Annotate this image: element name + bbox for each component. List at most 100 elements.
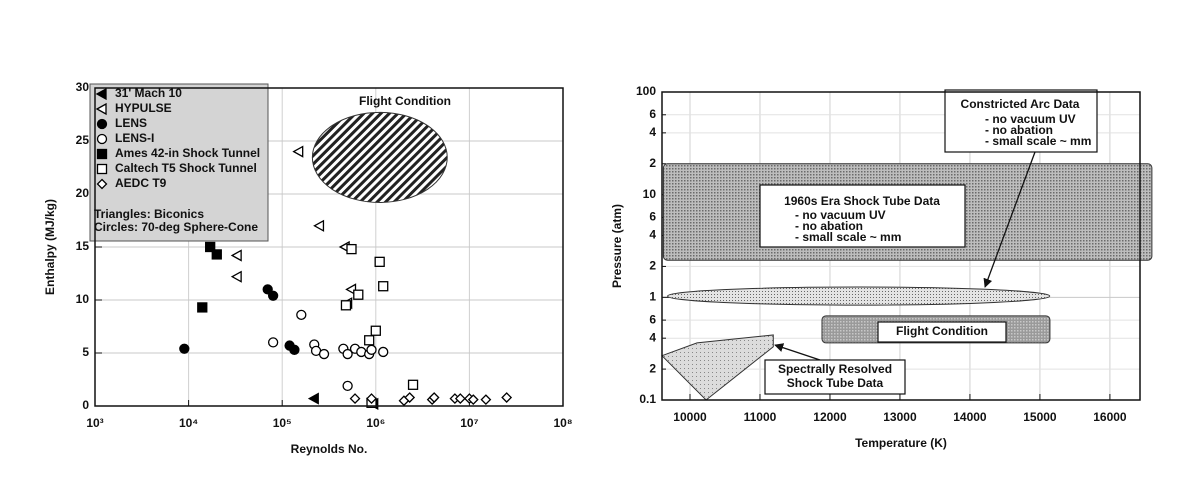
x-tick-label: 16000 <box>1093 410 1127 424</box>
point <box>230 249 242 262</box>
y-axis-title: Enthalpy (MJ/kg) <box>43 199 57 295</box>
legend-note: Triangles: Biconics <box>94 207 204 221</box>
legend-marker <box>96 118 108 130</box>
point <box>230 270 242 283</box>
callout-arrow <box>774 343 821 361</box>
legend-marker <box>95 87 107 101</box>
point <box>364 335 375 346</box>
point <box>404 392 416 403</box>
point <box>370 325 381 336</box>
legend-label: Caltech T5 Shock Tunnel <box>115 161 257 175</box>
point <box>501 392 513 403</box>
point <box>428 392 440 403</box>
y-tick-label: 10 <box>643 187 657 201</box>
region-note: - small scale ~ mm <box>795 230 901 244</box>
legend-label: 31' Mach 10 <box>115 86 182 100</box>
point <box>454 393 466 404</box>
legend <box>89 83 269 242</box>
point <box>353 289 364 300</box>
x-tick-label: 13000 <box>883 410 917 424</box>
legend-note: Circles: 70-deg Sphere-Cone <box>94 220 258 234</box>
y-tick-label: 100 <box>636 84 656 98</box>
x-tick-label: 10⁶ <box>366 416 385 430</box>
region-label: Shock Tube Data <box>787 376 884 390</box>
region-label: Flight Condition <box>896 324 988 338</box>
legend-label: LENS <box>115 116 147 130</box>
x-axis-title: Temperature (K) <box>855 436 947 450</box>
point <box>211 249 222 260</box>
legend-marker <box>96 148 108 160</box>
region-note: - no abation <box>985 123 1053 137</box>
point <box>480 394 492 406</box>
y-tick-label: 0 <box>82 398 89 412</box>
point <box>342 380 353 392</box>
point <box>318 348 330 360</box>
point <box>292 145 304 158</box>
y-tick-label: 2 <box>649 361 656 375</box>
region-note: - small scale ~ mm <box>985 134 1091 148</box>
label-box <box>759 184 966 248</box>
x-tick-label: 10³ <box>86 416 103 430</box>
y-tick-label: 20 <box>76 186 90 200</box>
point <box>289 344 300 355</box>
point <box>307 392 319 405</box>
point <box>296 309 307 320</box>
legend-marker <box>96 178 108 190</box>
region-label: Constricted Arc Data <box>961 97 1080 111</box>
point <box>349 393 361 404</box>
point <box>342 348 353 360</box>
legend-label: LENS-I <box>115 131 154 145</box>
y-tick-label: 6 <box>649 107 656 121</box>
legend-label: HYPULSE <box>115 101 172 115</box>
region-label: Spectrally Resolved <box>778 362 892 376</box>
point <box>346 243 357 255</box>
point <box>340 300 352 311</box>
x-tick-label: 10⁴ <box>179 416 198 430</box>
y-tick-label: 6 <box>649 312 656 326</box>
y-tick-label: 10 <box>76 292 90 306</box>
y-tick-label: 6 <box>649 210 656 224</box>
point <box>378 281 389 292</box>
region-note: - no vacuum UV <box>795 208 886 222</box>
region <box>667 286 1051 306</box>
region-label: 1960s Era Shock Tube Data <box>784 194 940 208</box>
y-tick-label: 4 <box>649 330 656 344</box>
point <box>374 256 385 267</box>
point <box>378 346 389 358</box>
point <box>179 343 190 354</box>
y-tick-label: 1 <box>649 290 656 304</box>
y-tick-label: 4 <box>649 125 656 139</box>
legend-label: AEDC T9 <box>115 176 167 190</box>
plot-frame <box>94 87 564 407</box>
point <box>407 379 419 390</box>
point <box>313 219 325 232</box>
point <box>267 290 279 301</box>
point <box>197 302 208 313</box>
y-tick-label: 30 <box>76 80 90 94</box>
y-tick-label: 15 <box>76 239 90 253</box>
region <box>661 334 774 401</box>
y-tick-label: 2 <box>649 259 656 273</box>
y-tick-label: 2 <box>649 156 656 170</box>
legend-label: Ames 42-in Shock Tunnel <box>115 146 260 160</box>
legend-marker <box>95 102 107 116</box>
label-box <box>764 359 906 395</box>
label-box <box>877 321 1007 343</box>
point <box>467 394 479 406</box>
y-tick-label: 25 <box>76 133 90 147</box>
point <box>366 344 377 355</box>
x-tick-label: 14000 <box>953 410 987 424</box>
region-note: - no abation <box>795 219 863 233</box>
legend-marker <box>96 163 108 175</box>
region-label: Flight Condition <box>359 94 451 108</box>
x-tick-label: 10⁵ <box>273 416 292 430</box>
point <box>366 393 377 404</box>
x-tick-label: 11000 <box>744 410 777 424</box>
label-box <box>944 89 1098 153</box>
legend-marker <box>96 133 108 145</box>
point <box>262 284 273 295</box>
point <box>205 241 216 253</box>
y-tick-label: 5 <box>82 345 89 359</box>
x-tick-label: 15000 <box>1023 410 1057 424</box>
